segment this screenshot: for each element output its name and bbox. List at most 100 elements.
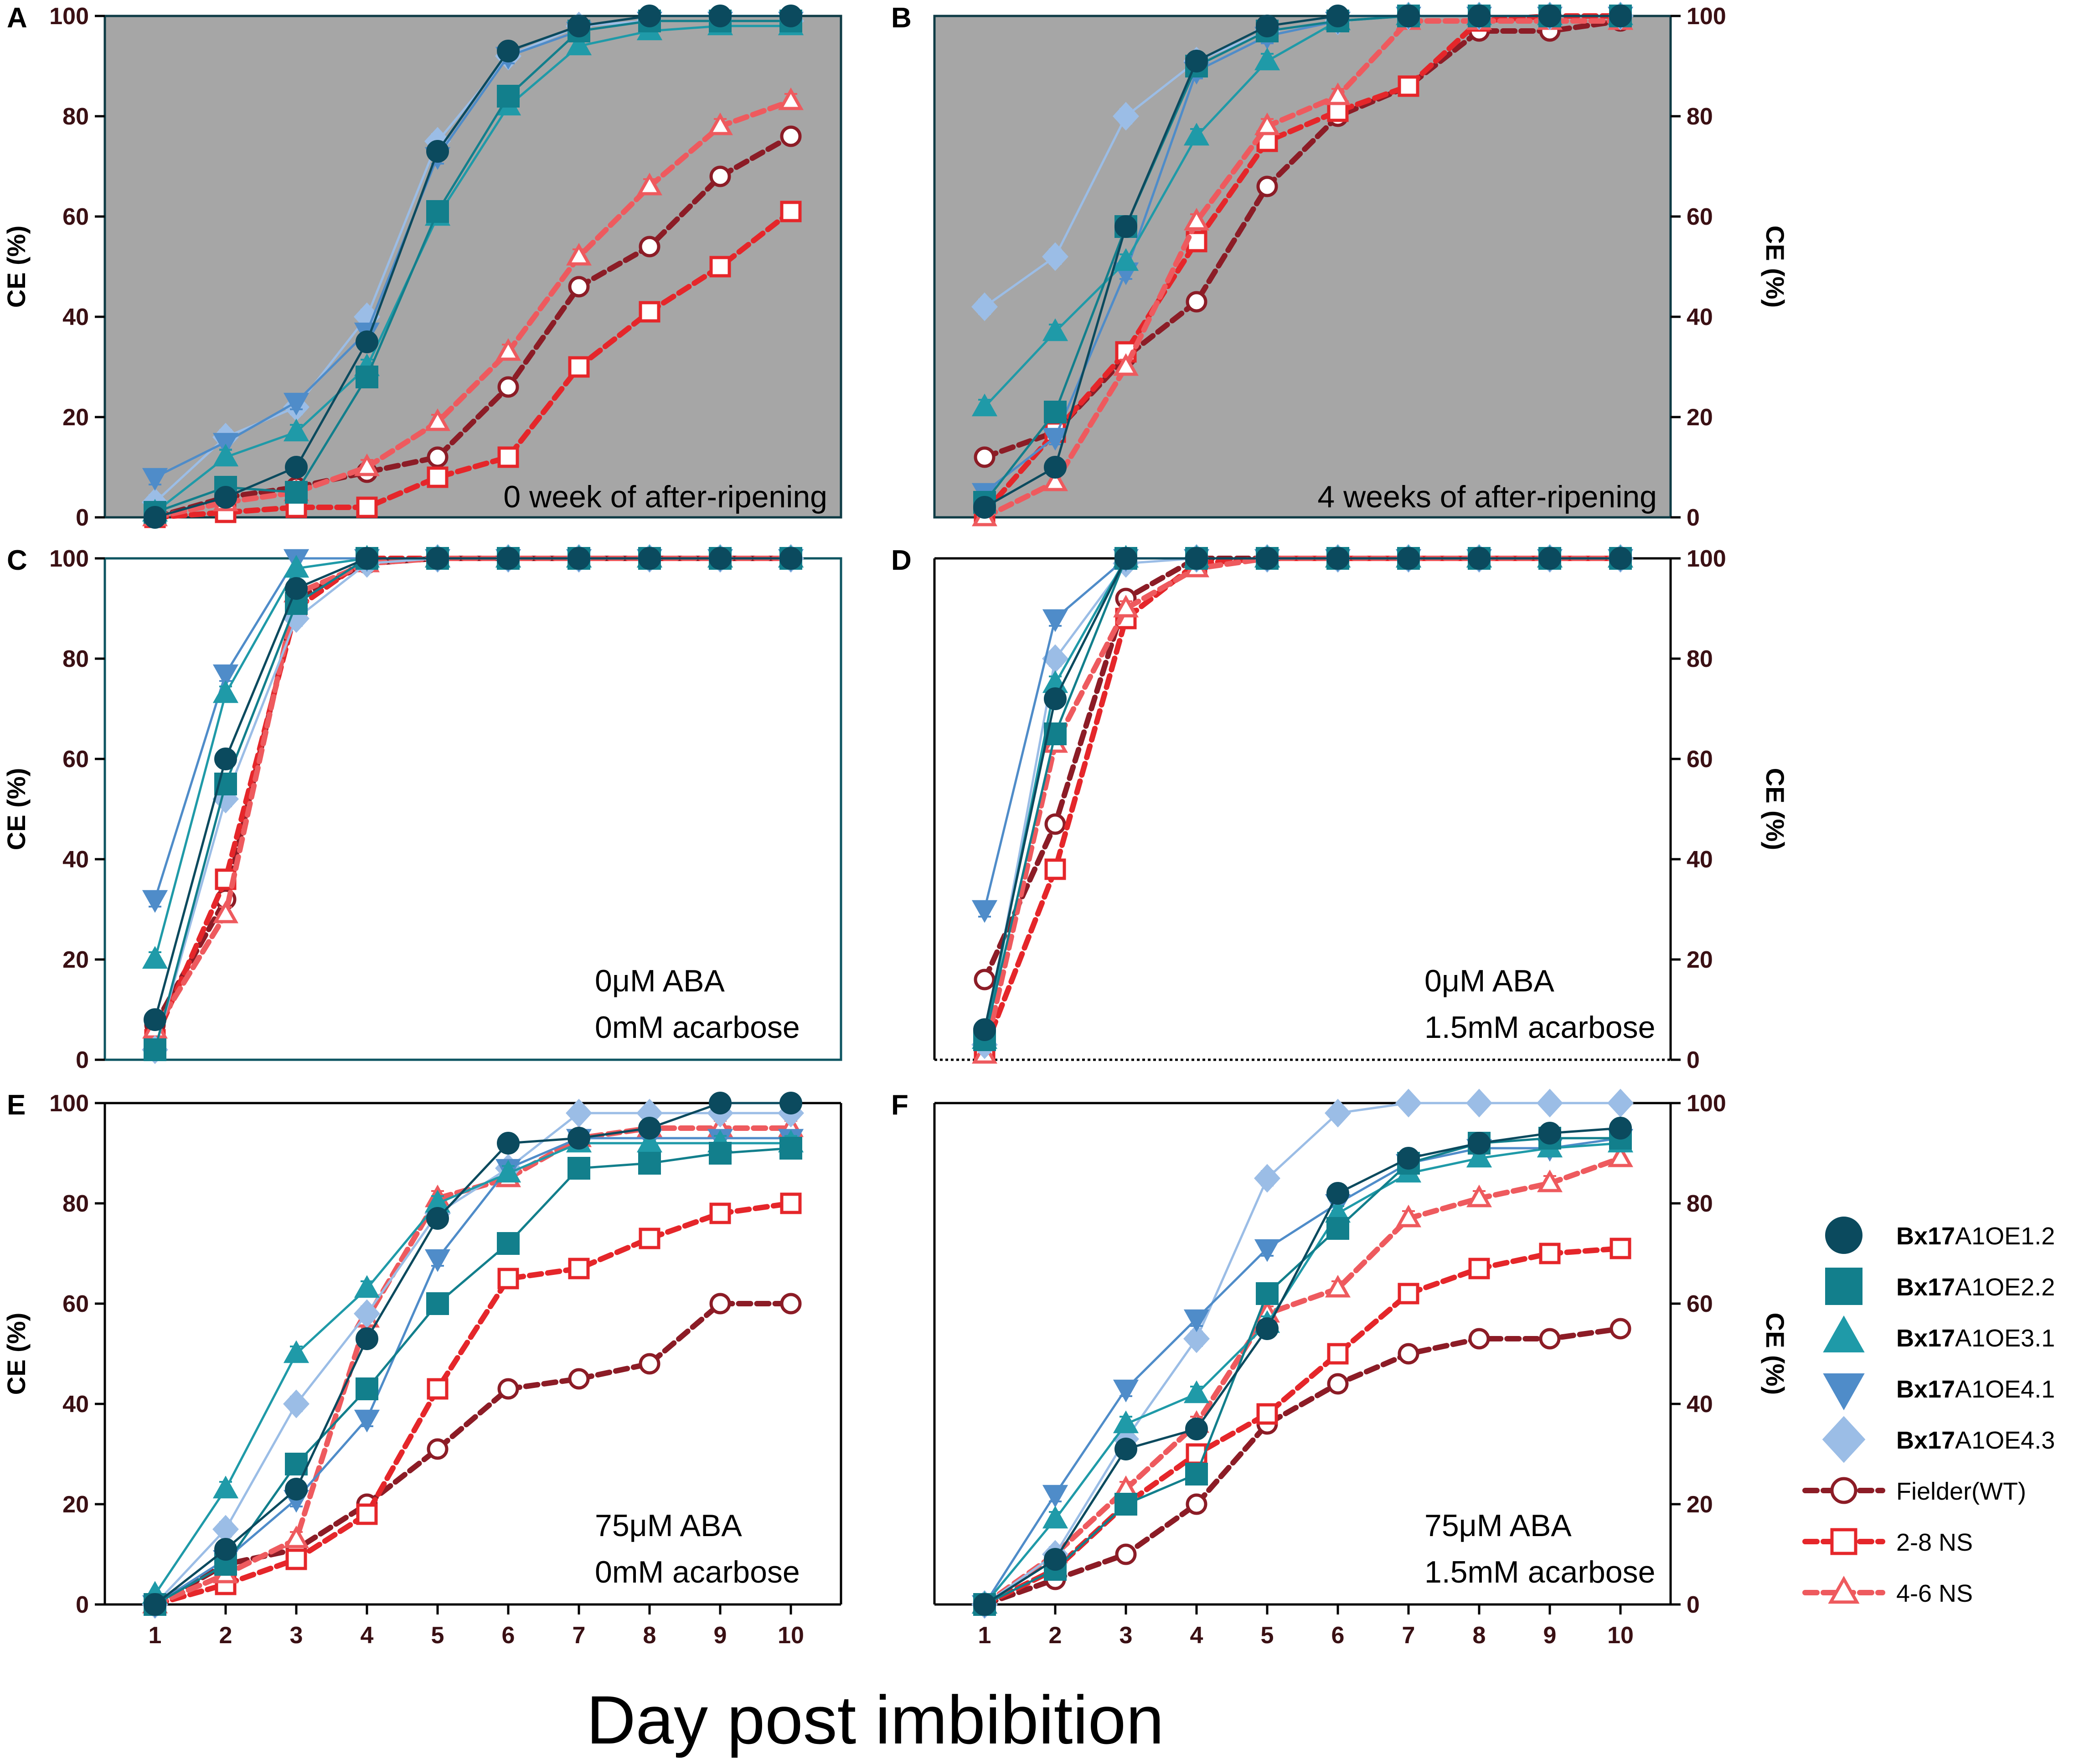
panel-A: 0 20 40 60 80 100 CE (%) 0 week of after-ripeni…	[2, 3, 842, 531]
data-point-ns28	[639, 301, 660, 323]
data-point-s3	[1466, 1145, 1492, 1168]
legend-label-bold: Bx17	[1896, 1222, 1955, 1250]
data-point-s5	[971, 292, 998, 321]
y-tick-label: 60	[62, 746, 89, 773]
data-point-ns28	[285, 1548, 307, 1570]
data-point-s5	[1183, 1324, 1210, 1353]
data-point-s1	[1326, 547, 1349, 570]
legend-label-bold: Bx17	[1896, 1376, 1955, 1403]
data-point-s1	[214, 486, 237, 509]
panel-label-C: C	[7, 545, 27, 576]
x-tick-label: 6	[1331, 1622, 1345, 1649]
x-tick-label: 7	[573, 1622, 586, 1649]
data-point-s1	[1044, 1548, 1067, 1571]
data-point-s5	[1113, 102, 1139, 131]
data-point-ns28	[1256, 1403, 1278, 1425]
data-point-s2	[779, 1137, 802, 1160]
data-point-wt	[1468, 1328, 1490, 1350]
y-tick-label: 0	[1687, 1047, 1700, 1073]
x-tick-label: 5	[431, 1622, 444, 1649]
panel-E: 0 20 40 60 80 100 CE (%) 1 2 3 4 5 6 7 8 9 10 75μM ABA 0mM…	[2, 1090, 842, 1649]
panel-annotation-line2: 1.5mM acarbose	[1424, 1555, 1655, 1589]
data-point-s5	[1254, 1164, 1280, 1193]
y-tick-label: 80	[62, 1191, 89, 1217]
data-point-wt	[1256, 175, 1278, 197]
data-point-s2	[1256, 1282, 1279, 1305]
data-point-s2	[638, 1152, 661, 1175]
data-point-s2	[285, 481, 308, 504]
y-tick-label: 40	[62, 304, 89, 330]
series-line-s1	[984, 15, 1620, 509]
data-point-s1	[144, 506, 166, 529]
data-point-s4	[1113, 1379, 1139, 1403]
legend-label-rest: 4-6 NS	[1896, 1580, 1973, 1607]
data-point-wt	[1186, 291, 1207, 313]
data-point-s1	[1114, 1438, 1137, 1460]
legend-marker-s1	[1825, 1217, 1862, 1254]
data-point-wt	[1398, 1343, 1419, 1365]
legend-label-rest: A1OE3.1	[1955, 1325, 2055, 1352]
legend-label-rest: Fielder(WT)	[1896, 1478, 2026, 1505]
series-line-s5	[984, 1102, 1620, 1606]
data-point-s3	[566, 32, 592, 56]
y-tick-label: 20	[62, 404, 89, 431]
x-tick-label: 10	[778, 1622, 804, 1649]
panel-label-E: E	[7, 1089, 26, 1121]
panel-C: 0 20 40 60 80 100 CE (%) 0μM ABA 0mM acarbose	[2, 544, 842, 1073]
data-point-s3	[1113, 248, 1139, 271]
data-point-s1	[285, 577, 308, 600]
data-point-s5	[1325, 1099, 1351, 1128]
data-point-s2	[1044, 401, 1067, 423]
x-tick-label: 7	[1402, 1622, 1415, 1649]
data-point-s1	[973, 1018, 996, 1041]
y-tick-label: 80	[1687, 1191, 1713, 1217]
data-point-wt	[709, 1293, 731, 1315]
data-point-s2	[356, 1377, 378, 1400]
data-point-ns46	[284, 1525, 309, 1548]
panel-annotation-line1: 0μM ABA	[1424, 964, 1554, 998]
y-tick-label: 20	[1687, 404, 1713, 431]
data-point-s4	[1042, 428, 1068, 451]
data-point-ns28	[427, 466, 449, 488]
legend-marker-s5	[1822, 1416, 1866, 1463]
data-point-s1	[1468, 5, 1491, 27]
data-point-ns46	[495, 338, 521, 361]
data-point-s1	[638, 1117, 661, 1140]
data-point-wt	[974, 969, 996, 990]
legend-item-ns46: 4-6 NS	[1802, 1575, 1973, 1607]
data-point-s1	[973, 496, 996, 519]
legend-item-s2: Bx17A1OE2.2	[1825, 1268, 2055, 1305]
data-point-s1	[1044, 687, 1067, 710]
series-line-s5	[154, 1112, 791, 1605]
legend-item-s4: Bx17A1OE4.1	[1823, 1373, 2055, 1411]
data-point-s1	[568, 547, 590, 570]
data-point-s3	[142, 946, 168, 969]
data-point-wt	[1186, 1493, 1207, 1515]
y-axis-title: CE (%)	[2, 1313, 31, 1395]
x-tick-label: 8	[1473, 1622, 1486, 1649]
data-point-s1	[426, 140, 449, 163]
panel-annotation-line1: 75μM ABA	[595, 1508, 742, 1543]
data-point-s1	[285, 456, 308, 479]
y-tick-label: 100	[1687, 1090, 1726, 1117]
data-point-s3	[1042, 1506, 1068, 1529]
data-point-s1	[356, 547, 378, 570]
series-s1	[144, 5, 802, 529]
data-point-wt	[780, 1293, 802, 1315]
data-point-wt	[780, 125, 802, 147]
data-point-s1	[1256, 547, 1279, 570]
y-axis-title: CE (%)	[2, 226, 31, 308]
data-point-s4	[354, 1409, 380, 1433]
data-point-s3	[1254, 47, 1280, 71]
data-point-s4	[1254, 1239, 1280, 1262]
data-point-s1	[1114, 547, 1137, 570]
y-tick-label: 20	[1687, 947, 1713, 973]
series-s1	[973, 5, 1632, 519]
x-tick-label: 9	[1543, 1622, 1557, 1649]
data-point-s3	[212, 680, 239, 703]
data-point-s4	[283, 392, 310, 416]
data-point-s1	[426, 1207, 449, 1230]
y-tick-label: 100	[49, 546, 89, 572]
data-point-wt	[497, 1378, 519, 1400]
data-point-s2	[709, 1142, 732, 1165]
